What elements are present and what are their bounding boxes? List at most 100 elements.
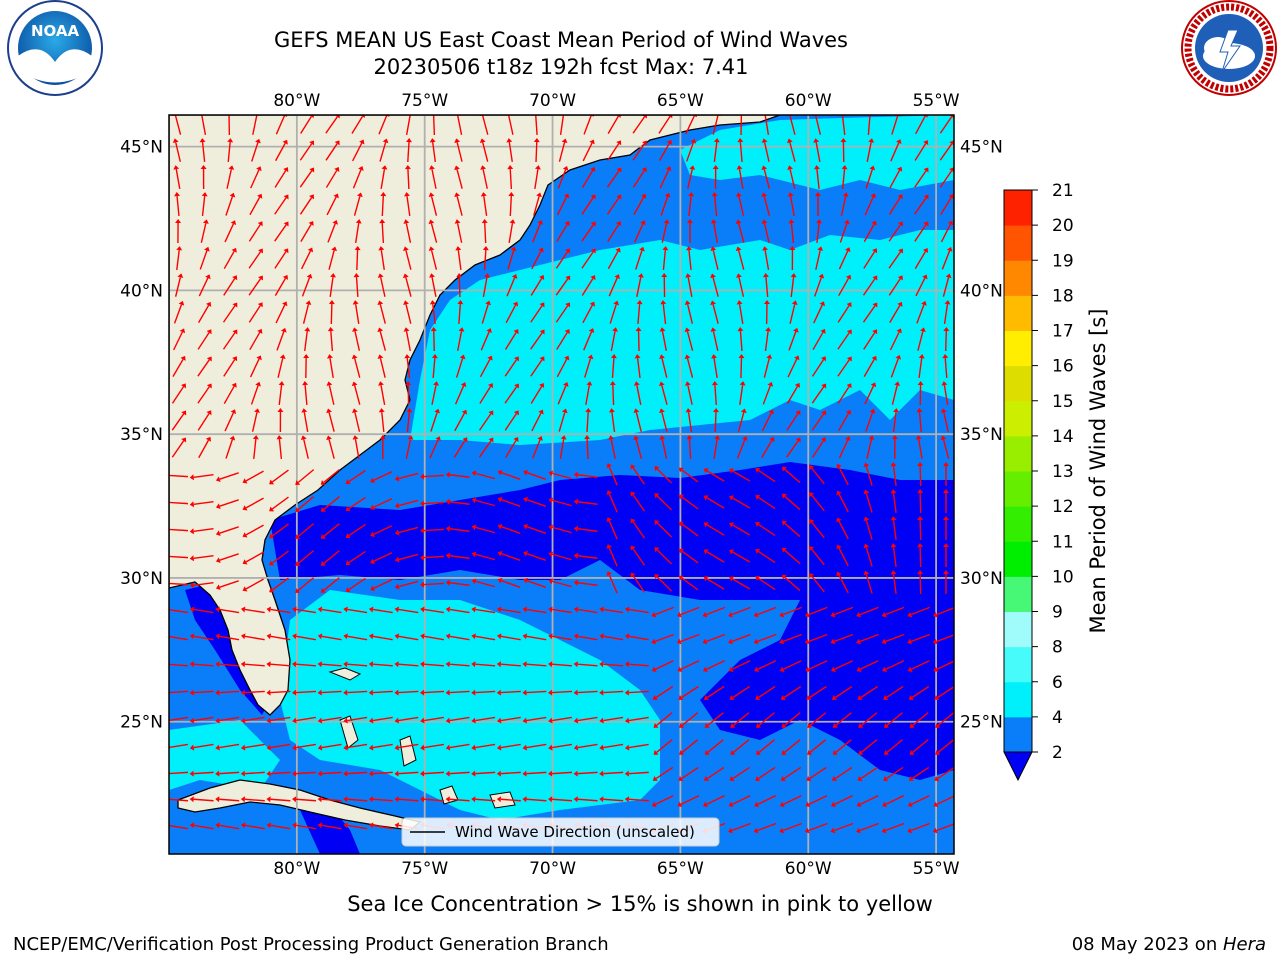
wave-direction-arrow [890, 139, 902, 162]
wave-direction-arrow [269, 469, 289, 485]
wave-direction-arrow [530, 329, 545, 350]
wave-direction-arrow [532, 435, 543, 459]
wave-direction-arrow [175, 219, 182, 244]
wave-direction-arrow [581, 194, 596, 215]
wave-direction-arrow [914, 140, 929, 161]
wave-direction-arrow [197, 329, 212, 350]
wave-direction-arrow [940, 194, 954, 215]
wave-direction-arrow [481, 219, 488, 244]
wave-direction-arrow [471, 524, 496, 534]
wave-direction-arrow [317, 661, 342, 668]
wave-direction-arrow [304, 327, 311, 352]
wave-direction-arrow [863, 489, 873, 513]
footer-credit: NCEP/EMC/Verification Post Processing Pr… [13, 934, 609, 955]
wave-direction-arrow [711, 381, 718, 406]
wave-direction-arrow [652, 685, 674, 701]
wave-direction-arrow [710, 273, 719, 297]
wave-direction-arrow [837, 302, 852, 323]
wave-direction-arrow [368, 743, 393, 751]
wave-direction-arrow [943, 327, 950, 352]
wave-direction-arrow [522, 716, 547, 724]
wave-direction-arrow [557, 165, 569, 189]
wave-direction-arrow [189, 822, 214, 830]
wave-direction-arrow [779, 822, 803, 834]
wave-direction-arrow [471, 716, 496, 724]
wave-direction-arrow [478, 410, 494, 431]
wave-direction-arrow [523, 523, 547, 534]
wave-direction-arrow [445, 796, 470, 803]
wave-direction-arrow [405, 381, 412, 406]
wave-direction-arrow [780, 766, 802, 782]
wave-direction-arrow [251, 138, 261, 162]
wave-direction-arrow [327, 219, 339, 243]
wave-direction-arrow [370, 579, 393, 592]
footer-date: 08 May 2023 on Hera [1072, 934, 1266, 955]
wave-direction-arrow [445, 689, 470, 696]
map-frame [168, 114, 955, 855]
wave-direction-arrow [684, 381, 693, 405]
wave-direction-arrow [679, 739, 699, 755]
wave-direction-arrow [658, 139, 672, 162]
wave-direction-arrow [506, 138, 513, 162]
wave-direction-arrow [403, 219, 412, 243]
wave-direction-arrow [942, 354, 949, 379]
wave-direction-arrow [556, 193, 570, 216]
wave-direction-arrow [249, 193, 263, 216]
wave-direction-arrow [173, 300, 185, 324]
wave-direction-arrow [781, 712, 801, 728]
wave-direction-arrow [189, 743, 214, 751]
wave-direction-arrow [504, 383, 519, 404]
wave-direction-arrow [729, 685, 750, 701]
period-4-6s-south [280, 590, 660, 820]
wave-direction-arrow [352, 327, 361, 351]
wave-direction-arrow [630, 491, 646, 512]
wave-direction-arrow [343, 661, 368, 668]
longitude-label: 80°W [273, 91, 320, 111]
colorbar-segment [1004, 365, 1032, 402]
wave-direction-arrow [522, 606, 547, 614]
wave-direction-arrow [266, 822, 291, 830]
wave-direction-arrow [780, 685, 802, 701]
noaa-logo-text: NOAA [31, 22, 80, 40]
wave-direction-arrow [812, 328, 826, 351]
wave-direction-arrow [295, 523, 315, 539]
wave-direction-arrow [533, 192, 542, 216]
wave-direction-arrow [445, 716, 470, 724]
wave-direction-arrow [379, 138, 389, 162]
colorbar-label: Mean Period of Wind Waves [s] [1086, 309, 1110, 634]
wave-direction-arrow [659, 408, 668, 432]
wave-direction-arrow [599, 770, 624, 777]
wave-direction-arrow [836, 544, 849, 567]
wave-direction-arrow [325, 167, 340, 188]
colorbar-segment [1004, 260, 1032, 296]
wave-direction-arrow [555, 248, 571, 269]
wave-direction-arrow [445, 471, 470, 478]
wave-direction-arrow [805, 795, 828, 808]
wave-direction-arrow [883, 685, 904, 701]
wave-direction-arrow [840, 138, 847, 163]
wave-direction-arrow [169, 798, 189, 802]
wave-direction-arrow [840, 192, 849, 216]
wave-direction-arrow [479, 383, 494, 404]
wave-direction-arrow [857, 766, 878, 782]
wave-direction-arrow [654, 466, 673, 484]
wave-direction-arrow [292, 661, 317, 668]
wave-direction-arrow [215, 770, 240, 777]
wave-direction-arrow [907, 606, 930, 618]
wave-direction-arrow [687, 165, 696, 189]
wave-direction-arrow [584, 354, 594, 378]
wave-direction-arrow [942, 516, 949, 541]
wave-direction-arrow [370, 552, 393, 565]
wave-direction-arrow [753, 606, 777, 618]
wave-direction-arrow [790, 273, 797, 298]
wave-direction-arrow [916, 300, 927, 324]
wave-direction-arrow [169, 582, 189, 586]
wave-direction-arrow [573, 633, 598, 641]
wave-direction-arrow [368, 716, 393, 724]
wave-direction-arrow [368, 770, 393, 777]
wave-direction-arrow [343, 689, 368, 696]
wave-direction-arrow [917, 381, 924, 406]
wave-direction-arrow [789, 300, 798, 324]
wave-direction-arrow [607, 221, 622, 242]
wave-direction-arrow [838, 436, 851, 459]
